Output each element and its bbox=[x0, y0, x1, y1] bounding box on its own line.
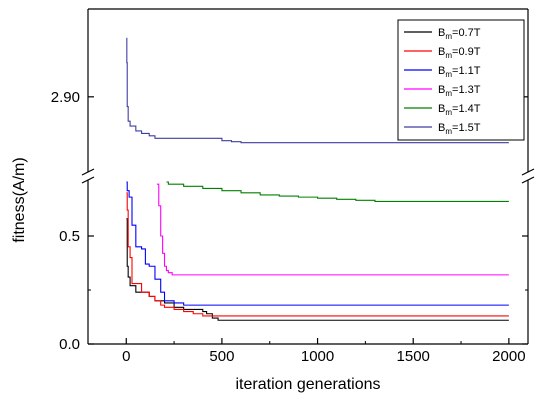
axes-layer bbox=[81, 8, 535, 345]
legend-label-3: Bm=1.1T bbox=[438, 65, 481, 79]
ticks-layer: 0 500 1000 1500 2000 0.0 0.5 2.90 bbox=[51, 89, 528, 365]
legend-label-4: Bm=1.3T bbox=[438, 84, 481, 98]
axis-break-mark-right-lower bbox=[521, 176, 535, 184]
series-line-6 bbox=[126, 37, 509, 144]
series-line-1 bbox=[126, 218, 509, 321]
legend-label-2: Bm=0.9T bbox=[438, 46, 481, 60]
series-line-5 bbox=[166, 181, 509, 202]
y-tick-label-1: 0.0 bbox=[59, 336, 80, 353]
legend-label-5: Bm=1.4T bbox=[438, 103, 481, 117]
series-layer bbox=[126, 37, 509, 321]
series-line-3 bbox=[126, 181, 509, 306]
x-tick-label-3: 1000 bbox=[301, 348, 334, 365]
x-axis-title: iteration generations bbox=[236, 376, 381, 393]
axis-break-mark-left-lower bbox=[81, 176, 95, 184]
legend-box bbox=[397, 19, 525, 141]
x-tick-label-2: 500 bbox=[209, 348, 234, 365]
x-tick-label-4: 1500 bbox=[397, 348, 430, 365]
legend-label-6: Bm=1.5T bbox=[438, 122, 481, 136]
legend: Bm=0.7T Bm=0.9T Bm=1.1T Bm=1.3T Bm=1.4T Bm=1.… bbox=[397, 19, 525, 141]
axis-break-mark-left-upper bbox=[81, 168, 95, 176]
legend-label-1: Bm=0.7T bbox=[438, 27, 481, 41]
y-axis-title: fitness(A/m) bbox=[11, 157, 28, 242]
axis-break-mark-right-upper bbox=[521, 168, 535, 176]
x-tick-label-1: 0 bbox=[122, 348, 130, 365]
y-tick-label-3: 2.90 bbox=[51, 89, 80, 106]
x-tick-label-5: 2000 bbox=[492, 348, 525, 365]
y-tick-label-2: 0.5 bbox=[59, 228, 80, 245]
series-line-2 bbox=[126, 192, 509, 317]
series-line-4 bbox=[156, 183, 509, 276]
